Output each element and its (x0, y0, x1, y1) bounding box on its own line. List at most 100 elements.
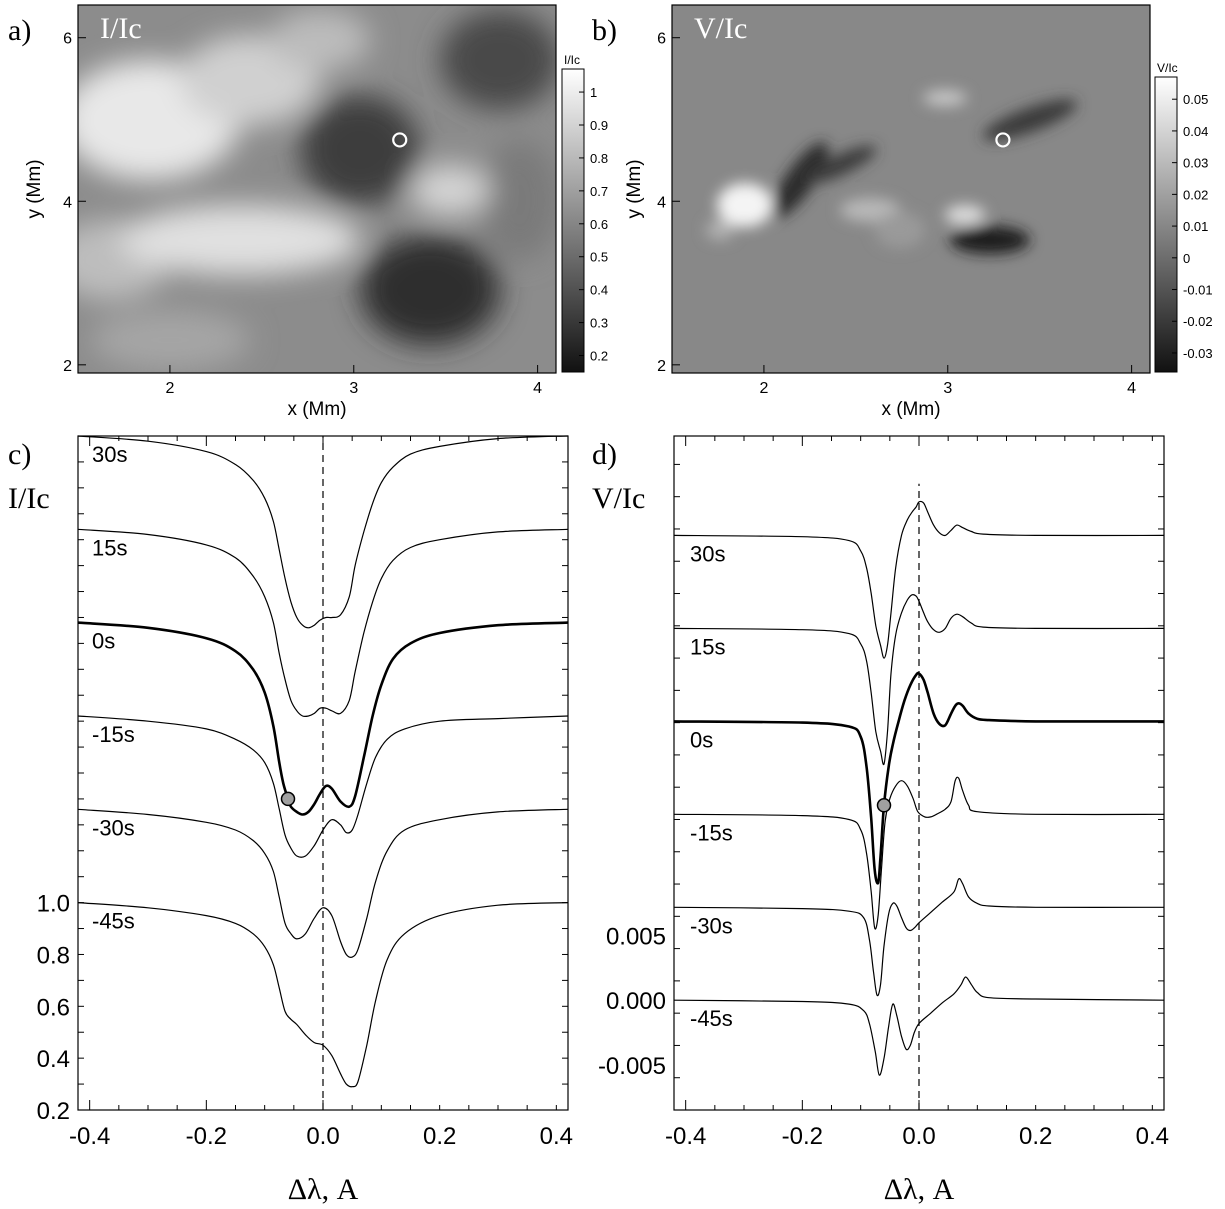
colorbar-tick-label: 0.01 (1183, 219, 1208, 234)
selected-wavelength-marker (876, 798, 892, 813)
map-b-title: V/Ic (694, 12, 747, 45)
colorbar-a-title: I/Ic (564, 53, 580, 67)
polarization-map-image (672, 5, 1150, 373)
x-tick-label: 3 (943, 380, 952, 397)
panel-d: d) V/Ic Δλ, A -0.4 -0.2 0.0 0.2 0.4 -0.005 0.0… (592, 435, 1169, 1206)
y-tick-label: -0.005 (598, 1053, 666, 1080)
colorbar-a-ticks: 0.2 0.3 0.4 0.5 0.6 0.7 0.8 0.9 1 (579, 85, 608, 364)
series-label: -30s (690, 913, 733, 938)
profile-line--45s (77, 902, 569, 1088)
profile-line--15s (77, 715, 569, 858)
colorbar-a-scale (561, 68, 585, 373)
series-label: -30s (92, 815, 135, 840)
series-label: 30s (690, 541, 725, 566)
colorbar-tick-label: 0.4 (590, 283, 608, 298)
x-tick-label: -0.4 (69, 1123, 110, 1150)
map-a-ylabel: y (Mm) (24, 159, 45, 218)
profile-line-15s (673, 593, 1165, 766)
colorbar-b-scale (1154, 76, 1178, 373)
plot-d-content: -0.4 -0.2 0.0 0.2 0.4 -0.005 0.000 0.005 -45s -30… (598, 436, 1169, 1150)
colorbar-tick-label: 1 (590, 85, 597, 100)
x-tick-label: 0.4 (540, 1123, 573, 1150)
colorbar-tick-label: 0.03 (1183, 156, 1208, 171)
colorbar-tick-label: 0.8 (590, 151, 608, 166)
x-tick-label: 0.0 (306, 1123, 339, 1150)
colorbar-tick-label: 0.04 (1183, 124, 1208, 139)
profile-line-0s (77, 621, 569, 816)
colorbar-tick-label: 0.6 (590, 217, 608, 232)
y-tick-label: 2 (657, 358, 666, 375)
x-tick-label: 0.2 (1019, 1123, 1052, 1150)
colorbar-tick-label: -0.03 (1183, 346, 1213, 361)
y-tick-label: 6 (657, 31, 666, 48)
x-tick-label: 3 (349, 380, 358, 397)
y-tick-label: 2 (63, 358, 72, 375)
series-label: -15s (690, 820, 733, 845)
map-b-frame (671, 4, 1151, 374)
panel-a-label: a) (8, 14, 31, 47)
panel-c-label: c) (8, 438, 31, 471)
panel-d-label: d) (592, 438, 617, 471)
map-b-ticks: 2 3 4 2 4 6 (657, 31, 1136, 397)
series-label: 15s (92, 535, 127, 560)
colorbar-b-title: V/Ic (1157, 61, 1178, 75)
y-tick-label: 0.005 (606, 924, 666, 951)
map-a-xlabel: x (Mm) (287, 399, 346, 420)
selected-pixel-marker (995, 132, 1011, 148)
profile-line-30s (673, 500, 1165, 659)
colorbar-tick-label: 0.2 (590, 349, 608, 364)
series-label: 15s (690, 634, 725, 659)
series-label: -45s (690, 1006, 733, 1031)
colorbar-tick-label: -0.02 (1183, 314, 1213, 329)
colorbar-tick-label: 0.02 (1183, 187, 1208, 202)
map-b-ylabel: y (Mm) (624, 159, 645, 218)
colorbar-tick-label: 0.9 (590, 118, 608, 133)
x-tick-label: 4 (533, 380, 542, 397)
x-tick-label: -0.4 (665, 1123, 706, 1150)
intensity-map-image (78, 5, 556, 373)
y-tick-label: 0.4 (37, 1046, 70, 1073)
plot-c-ylabel: I/Ic (8, 482, 50, 515)
x-tick-label: 2 (759, 380, 768, 397)
y-tick-label: 0.8 (37, 942, 70, 969)
colorbar-tick-label: 0.7 (590, 184, 608, 199)
profile-line-15s (77, 528, 569, 718)
map-a-ticks: 2 3 4 2 4 6 (63, 31, 542, 397)
panel-b: 2 3 4 2 4 6 V/Ic b) x (Mm) y (Mm) V/Ic -0.03 -… (592, 4, 1213, 420)
plot-c-content: -0.4 -0.2 0.0 0.2 0.4 0.2 0.4 0.6 0.8 1.0 -45s -30s… (37, 435, 573, 1150)
y-tick-label: 0.000 (606, 988, 666, 1015)
colorbar-tick-label: 0 (1183, 251, 1190, 266)
profile-line--30s (673, 878, 1165, 997)
y-tick-label: 0.6 (37, 994, 70, 1021)
profile-line--15s (673, 776, 1165, 930)
colorbar-a: I/Ic 0.2 0.3 0.4 0.5 0.6 0.7 0.8 0.9 1 (561, 53, 608, 373)
profile-line-30s (77, 435, 569, 629)
panel-a: 2 3 4 2 4 6 I/Ic a) x (Mm) y (Mm) I/Ic 0.2 0.3… (8, 4, 608, 420)
map-a-title: I/Ic (100, 12, 142, 45)
x-tick-label: 0.0 (902, 1123, 935, 1150)
series-label: -45s (92, 909, 135, 934)
x-tick-label: 2 (165, 380, 174, 397)
colorbar-b: V/Ic -0.03 -0.02 -0.01 0 0.01 0.02 0.03 0.04 0.0… (1154, 61, 1213, 373)
x-tick-label: 4 (1127, 380, 1136, 397)
series-label: 0s (92, 629, 115, 654)
selected-wavelength-marker (280, 791, 296, 807)
colorbar-tick-label: -0.01 (1183, 283, 1213, 298)
profile-line-0s (673, 671, 1165, 885)
y-tick-label: 0.2 (37, 1098, 70, 1125)
colorbar-tick-label: 0.5 (590, 250, 608, 265)
plot-d-ylabel: V/Ic (592, 482, 645, 515)
map-a-frame (77, 4, 557, 374)
series-label: -15s (92, 722, 135, 747)
colorbar-b-ticks: -0.03 -0.02 -0.01 0 0.01 0.02 0.03 0.04 0.05 (1172, 92, 1213, 361)
y-tick-label: 4 (657, 194, 666, 211)
x-tick-label: -0.2 (782, 1123, 823, 1150)
map-b-xlabel: x (Mm) (881, 399, 940, 420)
x-tick-label: 0.4 (1136, 1123, 1169, 1150)
y-tick-label: 4 (63, 194, 72, 211)
panel-b-label: b) (592, 14, 617, 47)
x-tick-label: -0.2 (186, 1123, 227, 1150)
x-tick-label: 0.2 (423, 1123, 456, 1150)
selected-pixel-marker (392, 132, 408, 148)
